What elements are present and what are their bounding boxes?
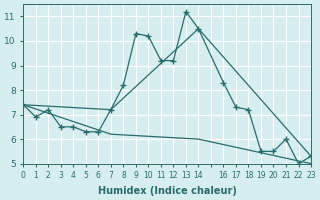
X-axis label: Humidex (Indice chaleur): Humidex (Indice chaleur) bbox=[98, 186, 236, 196]
